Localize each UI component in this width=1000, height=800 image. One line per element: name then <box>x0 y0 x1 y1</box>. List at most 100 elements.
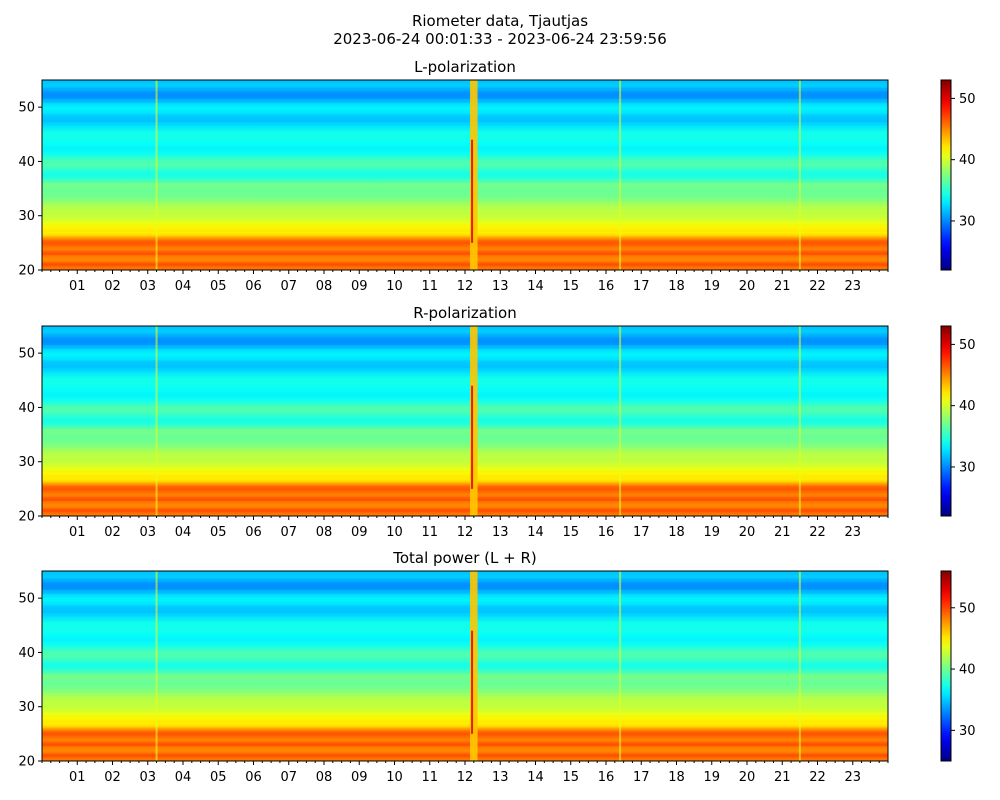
panel-1: L-polarization 20 30 40 50 01 02 03 04 05 06 07 08 09… <box>18 58 975 294</box>
xtick-label: 18 <box>668 525 685 540</box>
xtick-label: 18 <box>668 279 685 294</box>
colorbar-tick-label: 30 <box>959 460 976 475</box>
xtick-label: 17 <box>633 279 650 294</box>
xtick-label: 09 <box>351 525 368 540</box>
xtick-label: 20 <box>739 525 756 540</box>
vertical-feature-1 <box>155 571 158 761</box>
xtick-label: 14 <box>527 770 544 785</box>
xtick-label: 14 <box>527 279 544 294</box>
low-frequency-band <box>42 237 888 270</box>
xtick-label: 08 <box>316 770 333 785</box>
xtick-label: 23 <box>844 770 861 785</box>
panel-title: Total power (L + R) <box>392 549 537 567</box>
panel-2: R-polarization 20 30 40 50 01 02 03 04 05 06 07 08 09… <box>18 304 975 540</box>
heatmap-bands <box>42 571 888 761</box>
ytick-label: 50 <box>18 101 35 116</box>
xtick-label: 21 <box>774 525 791 540</box>
xtick-label: 08 <box>316 525 333 540</box>
vertical-feature-5 <box>798 571 801 761</box>
ytick-label: 20 <box>18 264 35 279</box>
vertical-feature-1 <box>155 326 158 516</box>
xtick-label: 08 <box>316 279 333 294</box>
xtick-label: 16 <box>598 279 615 294</box>
xtick-label: 21 <box>774 770 791 785</box>
xtick-label: 03 <box>139 279 156 294</box>
ytick-label: 20 <box>18 510 35 525</box>
xtick-label: 22 <box>809 279 826 294</box>
heatmap-image <box>42 326 888 516</box>
xtick-label: 10 <box>386 525 403 540</box>
xtick-label: 19 <box>703 279 720 294</box>
xtick-label: 05 <box>210 770 227 785</box>
ytick-label: 30 <box>18 209 35 224</box>
vertical-feature-4 <box>619 571 622 761</box>
ytick-label: 50 <box>18 347 35 362</box>
xtick-label: 20 <box>739 279 756 294</box>
xtick-label: 13 <box>492 525 509 540</box>
xtick-label: 15 <box>562 770 579 785</box>
colorbar-tick-label: 30 <box>959 724 976 739</box>
xtick-label: 07 <box>280 525 297 540</box>
xtick-label: 18 <box>668 770 685 785</box>
xtick-label: 12 <box>457 770 474 785</box>
xtick-label: 09 <box>351 279 368 294</box>
xtick-label: 19 <box>703 770 720 785</box>
xtick-label: 22 <box>809 525 826 540</box>
xtick-label: 06 <box>245 525 262 540</box>
xtick-label: 16 <box>598 770 615 785</box>
xtick-label: 01 <box>69 279 86 294</box>
xtick-label: 11 <box>421 770 438 785</box>
xtick-label: 15 <box>562 279 579 294</box>
xtick-label: 03 <box>139 770 156 785</box>
vertical-feature-3 <box>473 326 478 516</box>
xtick-label: 11 <box>421 279 438 294</box>
xtick-label: 20 <box>739 770 756 785</box>
xtick-label: 21 <box>774 279 791 294</box>
xtick-label: 05 <box>210 279 227 294</box>
heatmap-image <box>42 571 888 761</box>
panel-3: Total power (L + R) 20 30 40 50 01 02 03 04 05 06 0… <box>18 549 975 785</box>
spike-feature <box>471 385 474 489</box>
colorbar-tick-label: 50 <box>959 338 976 353</box>
ytick-label: 20 <box>18 755 35 770</box>
spike-feature <box>471 139 474 243</box>
vertical-feature-5 <box>798 80 801 270</box>
xtick-label: 09 <box>351 770 368 785</box>
vertical-feature-5 <box>798 326 801 516</box>
xtick-label: 23 <box>844 525 861 540</box>
heatmap-image <box>42 80 888 270</box>
xtick-label: 13 <box>492 279 509 294</box>
xtick-label: 06 <box>245 279 262 294</box>
xtick-label: 14 <box>527 525 544 540</box>
xtick-label: 06 <box>245 770 262 785</box>
xtick-label: 02 <box>104 525 121 540</box>
xtick-label: 01 <box>69 525 86 540</box>
ytick-label: 50 <box>18 592 35 607</box>
ytick-label: 40 <box>18 401 35 416</box>
colorbar-tick-label: 40 <box>959 663 976 678</box>
xtick-label: 07 <box>280 279 297 294</box>
xtick-label: 23 <box>844 279 861 294</box>
colorbar-tick-label: 40 <box>959 399 976 414</box>
colorbar <box>940 79 952 271</box>
xtick-label: 02 <box>104 770 121 785</box>
xtick-label: 12 <box>457 525 474 540</box>
vertical-feature-4 <box>619 326 622 516</box>
colorbar-tick-label: 30 <box>959 214 976 229</box>
vertical-feature-3 <box>473 80 478 270</box>
vertical-feature-4 <box>619 80 622 270</box>
ytick-label: 40 <box>18 155 35 170</box>
vertical-feature-1 <box>155 80 158 270</box>
panel-title: L-polarization <box>414 58 516 76</box>
low-frequency-band <box>42 728 888 761</box>
ytick-label: 40 <box>18 646 35 661</box>
xtick-label: 04 <box>175 525 192 540</box>
xtick-label: 11 <box>421 525 438 540</box>
xtick-label: 17 <box>633 770 650 785</box>
xtick-label: 04 <box>175 770 192 785</box>
colorbar <box>940 325 952 517</box>
colorbar-tick-label: 50 <box>959 601 976 616</box>
colorbar <box>940 570 952 762</box>
xtick-label: 05 <box>210 525 227 540</box>
